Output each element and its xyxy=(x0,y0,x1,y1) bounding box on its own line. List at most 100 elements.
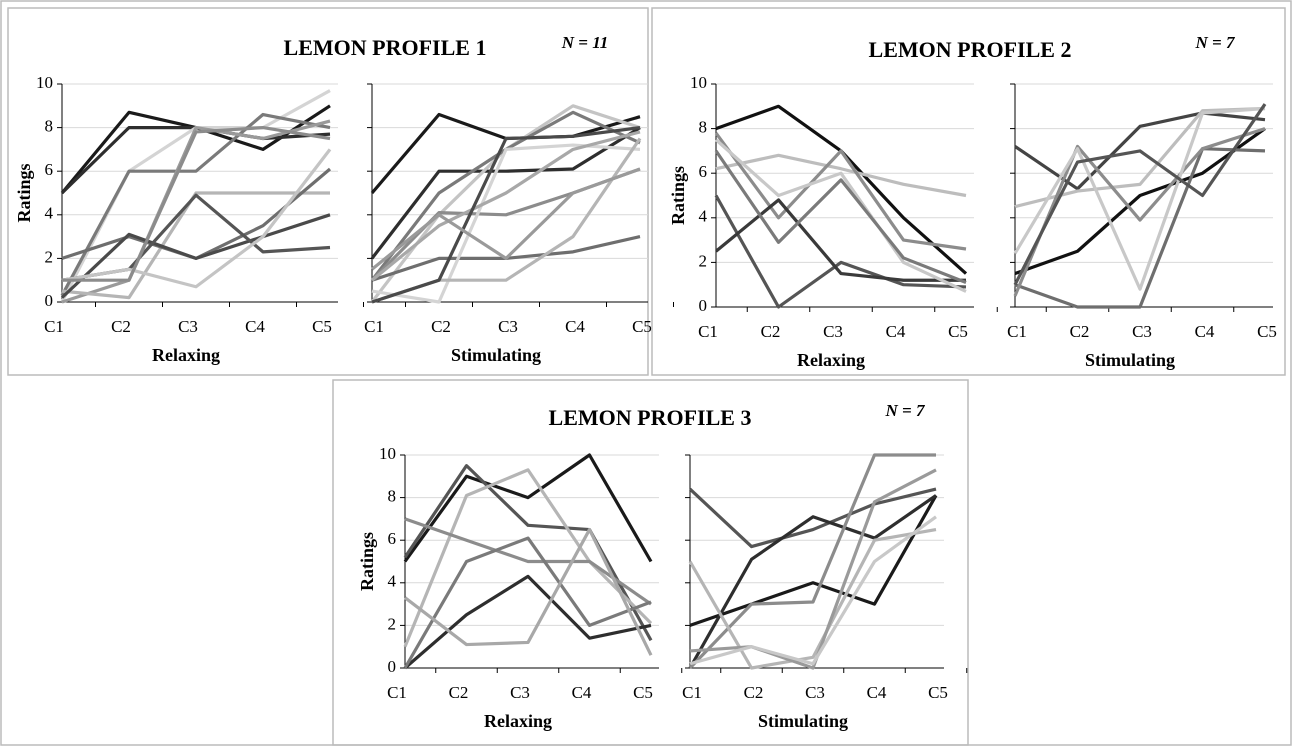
series-line xyxy=(370,130,641,282)
series-line xyxy=(714,198,966,282)
x-tick-label: C5 xyxy=(948,322,968,341)
panel-title: LEMON PROFILE 3 xyxy=(549,405,752,430)
x-tick-label: C3 xyxy=(498,317,518,336)
x-tick-label: C5 xyxy=(1257,322,1277,341)
series-line xyxy=(1014,127,1266,276)
series-line xyxy=(403,453,653,563)
y-tick-label: 6 xyxy=(388,529,397,548)
series-line xyxy=(61,167,332,260)
x-tick-label: C4 xyxy=(572,683,592,702)
x-axis-label: Stimulating xyxy=(451,345,541,365)
x-tick-label: C1 xyxy=(364,317,384,336)
series-line xyxy=(61,191,330,300)
x-tick-label: C4 xyxy=(245,317,265,336)
series-line xyxy=(403,468,653,648)
series-line xyxy=(370,167,641,271)
y-tick-label: 2 xyxy=(45,247,54,266)
x-axis-label: Relaxing xyxy=(797,350,865,370)
sample-size: N = 11 xyxy=(561,33,609,52)
x-tick-label: C4 xyxy=(565,317,585,336)
y-tick-label: 10 xyxy=(690,73,707,92)
y-tick-label: 6 xyxy=(45,160,54,179)
sample-size: N = 7 xyxy=(885,401,926,420)
x-tick-label: C1 xyxy=(44,317,64,336)
y-tick-label: 2 xyxy=(388,614,397,633)
x-tick-label: C2 xyxy=(744,683,764,702)
x-tick-label: C2 xyxy=(449,683,469,702)
x-tick-label: C1 xyxy=(1007,322,1027,341)
series-line xyxy=(371,143,641,304)
series-line xyxy=(714,149,967,284)
series-line xyxy=(61,193,331,282)
series-line xyxy=(688,453,936,670)
series-line xyxy=(370,126,641,260)
y-tick-label: 8 xyxy=(388,487,397,506)
x-tick-label: C4 xyxy=(1195,322,1215,341)
sample-size: N = 7 xyxy=(1195,33,1236,52)
x-tick-label: C3 xyxy=(1132,322,1152,341)
series-line xyxy=(689,468,937,670)
x-tick-label: C4 xyxy=(867,683,887,702)
y-tick-label: 4 xyxy=(699,207,708,226)
y-tick-label: 10 xyxy=(379,444,396,463)
y-tick-label: 0 xyxy=(699,296,708,315)
x-axis-label: Stimulating xyxy=(1085,350,1175,370)
series-line xyxy=(60,126,331,195)
x-tick-label: C5 xyxy=(633,683,653,702)
series-line xyxy=(61,148,332,289)
series-line xyxy=(714,194,967,309)
x-tick-label: C3 xyxy=(178,317,198,336)
series-line xyxy=(60,213,331,299)
panel-border xyxy=(7,7,649,376)
series-line xyxy=(404,517,652,606)
x-tick-label: C2 xyxy=(761,322,781,341)
panel-border xyxy=(651,7,1286,376)
y-tick-label: 0 xyxy=(388,657,397,676)
panel-border xyxy=(332,379,969,746)
x-tick-label: C2 xyxy=(431,317,451,336)
x-tick-label: C2 xyxy=(111,317,131,336)
y-axis-label: Ratings xyxy=(14,163,34,222)
series-line xyxy=(1013,127,1266,297)
series-line xyxy=(1014,111,1266,191)
y-tick-label: 6 xyxy=(699,162,708,181)
series-line xyxy=(371,126,641,304)
series-line xyxy=(403,536,652,669)
y-axis-label: Ratings xyxy=(668,166,688,225)
series-line xyxy=(60,112,331,297)
x-tick-label: C4 xyxy=(886,322,906,341)
panel-title: LEMON PROFILE 1 xyxy=(284,35,487,60)
y-tick-label: 4 xyxy=(388,572,397,591)
series-line xyxy=(688,494,937,669)
panel-title: LEMON PROFILE 2 xyxy=(869,37,1072,62)
series-line xyxy=(404,527,653,656)
series-line xyxy=(370,167,641,282)
y-axis-label: Ratings xyxy=(357,532,377,591)
series-line xyxy=(715,153,967,198)
series-line xyxy=(1014,147,1266,309)
series-line xyxy=(714,132,967,251)
x-tick-label: C3 xyxy=(823,322,843,341)
series-line xyxy=(714,138,967,293)
x-tick-label: C1 xyxy=(698,322,718,341)
y-tick-label: 8 xyxy=(699,118,708,137)
y-tick-label: 4 xyxy=(45,204,54,223)
series-line xyxy=(1013,106,1266,291)
x-tick-label: C5 xyxy=(632,317,652,336)
x-axis-label: Relaxing xyxy=(152,345,220,365)
series-line xyxy=(689,494,938,627)
series-line xyxy=(1013,103,1267,286)
x-tick-label: C1 xyxy=(387,683,407,702)
x-tick-label: C1 xyxy=(682,683,702,702)
y-tick-label: 2 xyxy=(699,251,708,270)
series-line xyxy=(403,464,653,642)
series-line xyxy=(688,527,937,670)
x-tick-label: C3 xyxy=(510,683,530,702)
x-axis-label: Stimulating xyxy=(758,711,848,731)
x-tick-label: C5 xyxy=(928,683,948,702)
series-line xyxy=(62,126,331,282)
x-tick-label: C2 xyxy=(1070,322,1090,341)
y-tick-label: 8 xyxy=(45,117,54,136)
y-tick-label: 0 xyxy=(45,291,54,310)
